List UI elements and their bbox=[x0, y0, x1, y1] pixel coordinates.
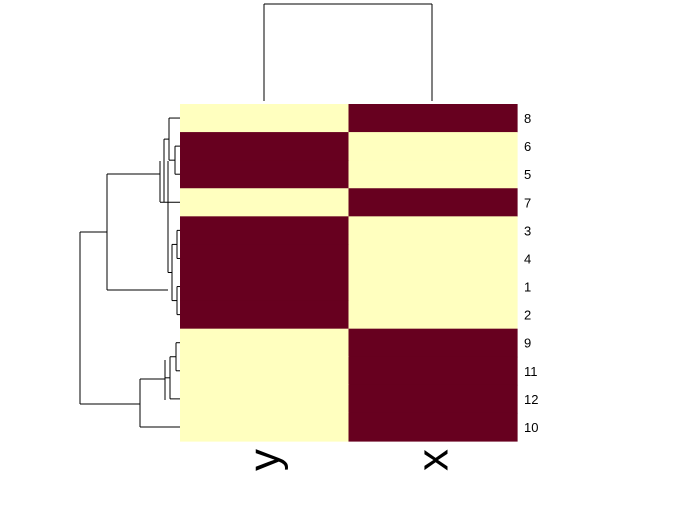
row-label: 10 bbox=[524, 420, 538, 435]
row-label: 9 bbox=[524, 336, 531, 351]
column-label: x bbox=[408, 449, 457, 471]
heatmap-cell-4-x bbox=[348, 244, 518, 274]
row-label: 2 bbox=[524, 308, 531, 323]
heatmap-cell-7-y bbox=[180, 188, 350, 217]
heatmap-cell-12-y bbox=[180, 384, 350, 414]
row-label: 5 bbox=[524, 167, 531, 182]
heatmap-cell-10-y bbox=[180, 412, 350, 442]
row-label: 8 bbox=[524, 111, 531, 126]
row-dendrogram bbox=[79, 117, 180, 428]
heatmap-cell-9-y bbox=[180, 328, 350, 358]
row-label: 6 bbox=[524, 139, 531, 154]
heatmap-cell-11-x bbox=[348, 356, 518, 386]
column-dendrogram bbox=[263, 3, 433, 101]
heatmap-cell-11-y bbox=[180, 356, 350, 386]
heatmap-cell-3-y bbox=[180, 216, 350, 246]
column-label: y bbox=[240, 449, 289, 471]
heatmap-cells bbox=[180, 104, 518, 442]
heatmap-cell-10-x bbox=[348, 412, 518, 442]
heatmap-cell-8-y bbox=[180, 104, 350, 133]
heatmap-cell-2-y bbox=[180, 300, 350, 330]
heatmap-cell-5-y bbox=[180, 160, 350, 189]
row-label: 12 bbox=[524, 392, 538, 407]
row-label: 7 bbox=[524, 195, 531, 210]
heatmap-cell-4-y bbox=[180, 244, 350, 274]
heatmap-cell-9-x bbox=[348, 328, 518, 358]
heatmap-cell-2-x bbox=[348, 300, 518, 330]
heatmap-cell-5-x bbox=[348, 160, 518, 189]
row-label: 4 bbox=[524, 251, 531, 266]
row-label: 3 bbox=[524, 223, 531, 238]
heatmap-cell-1-x bbox=[348, 272, 518, 302]
row-label: 11 bbox=[524, 364, 538, 379]
row-label: 1 bbox=[524, 280, 531, 295]
heatmap-cell-3-x bbox=[348, 216, 518, 246]
heatmap-cell-7-x bbox=[348, 188, 518, 217]
heatmap-cell-6-y bbox=[180, 132, 350, 161]
heatmap-cell-6-x bbox=[348, 132, 518, 161]
heatmap-cell-8-x bbox=[348, 104, 518, 133]
heatmap-cell-12-x bbox=[348, 384, 518, 414]
heatmap-cell-1-y bbox=[180, 272, 350, 302]
